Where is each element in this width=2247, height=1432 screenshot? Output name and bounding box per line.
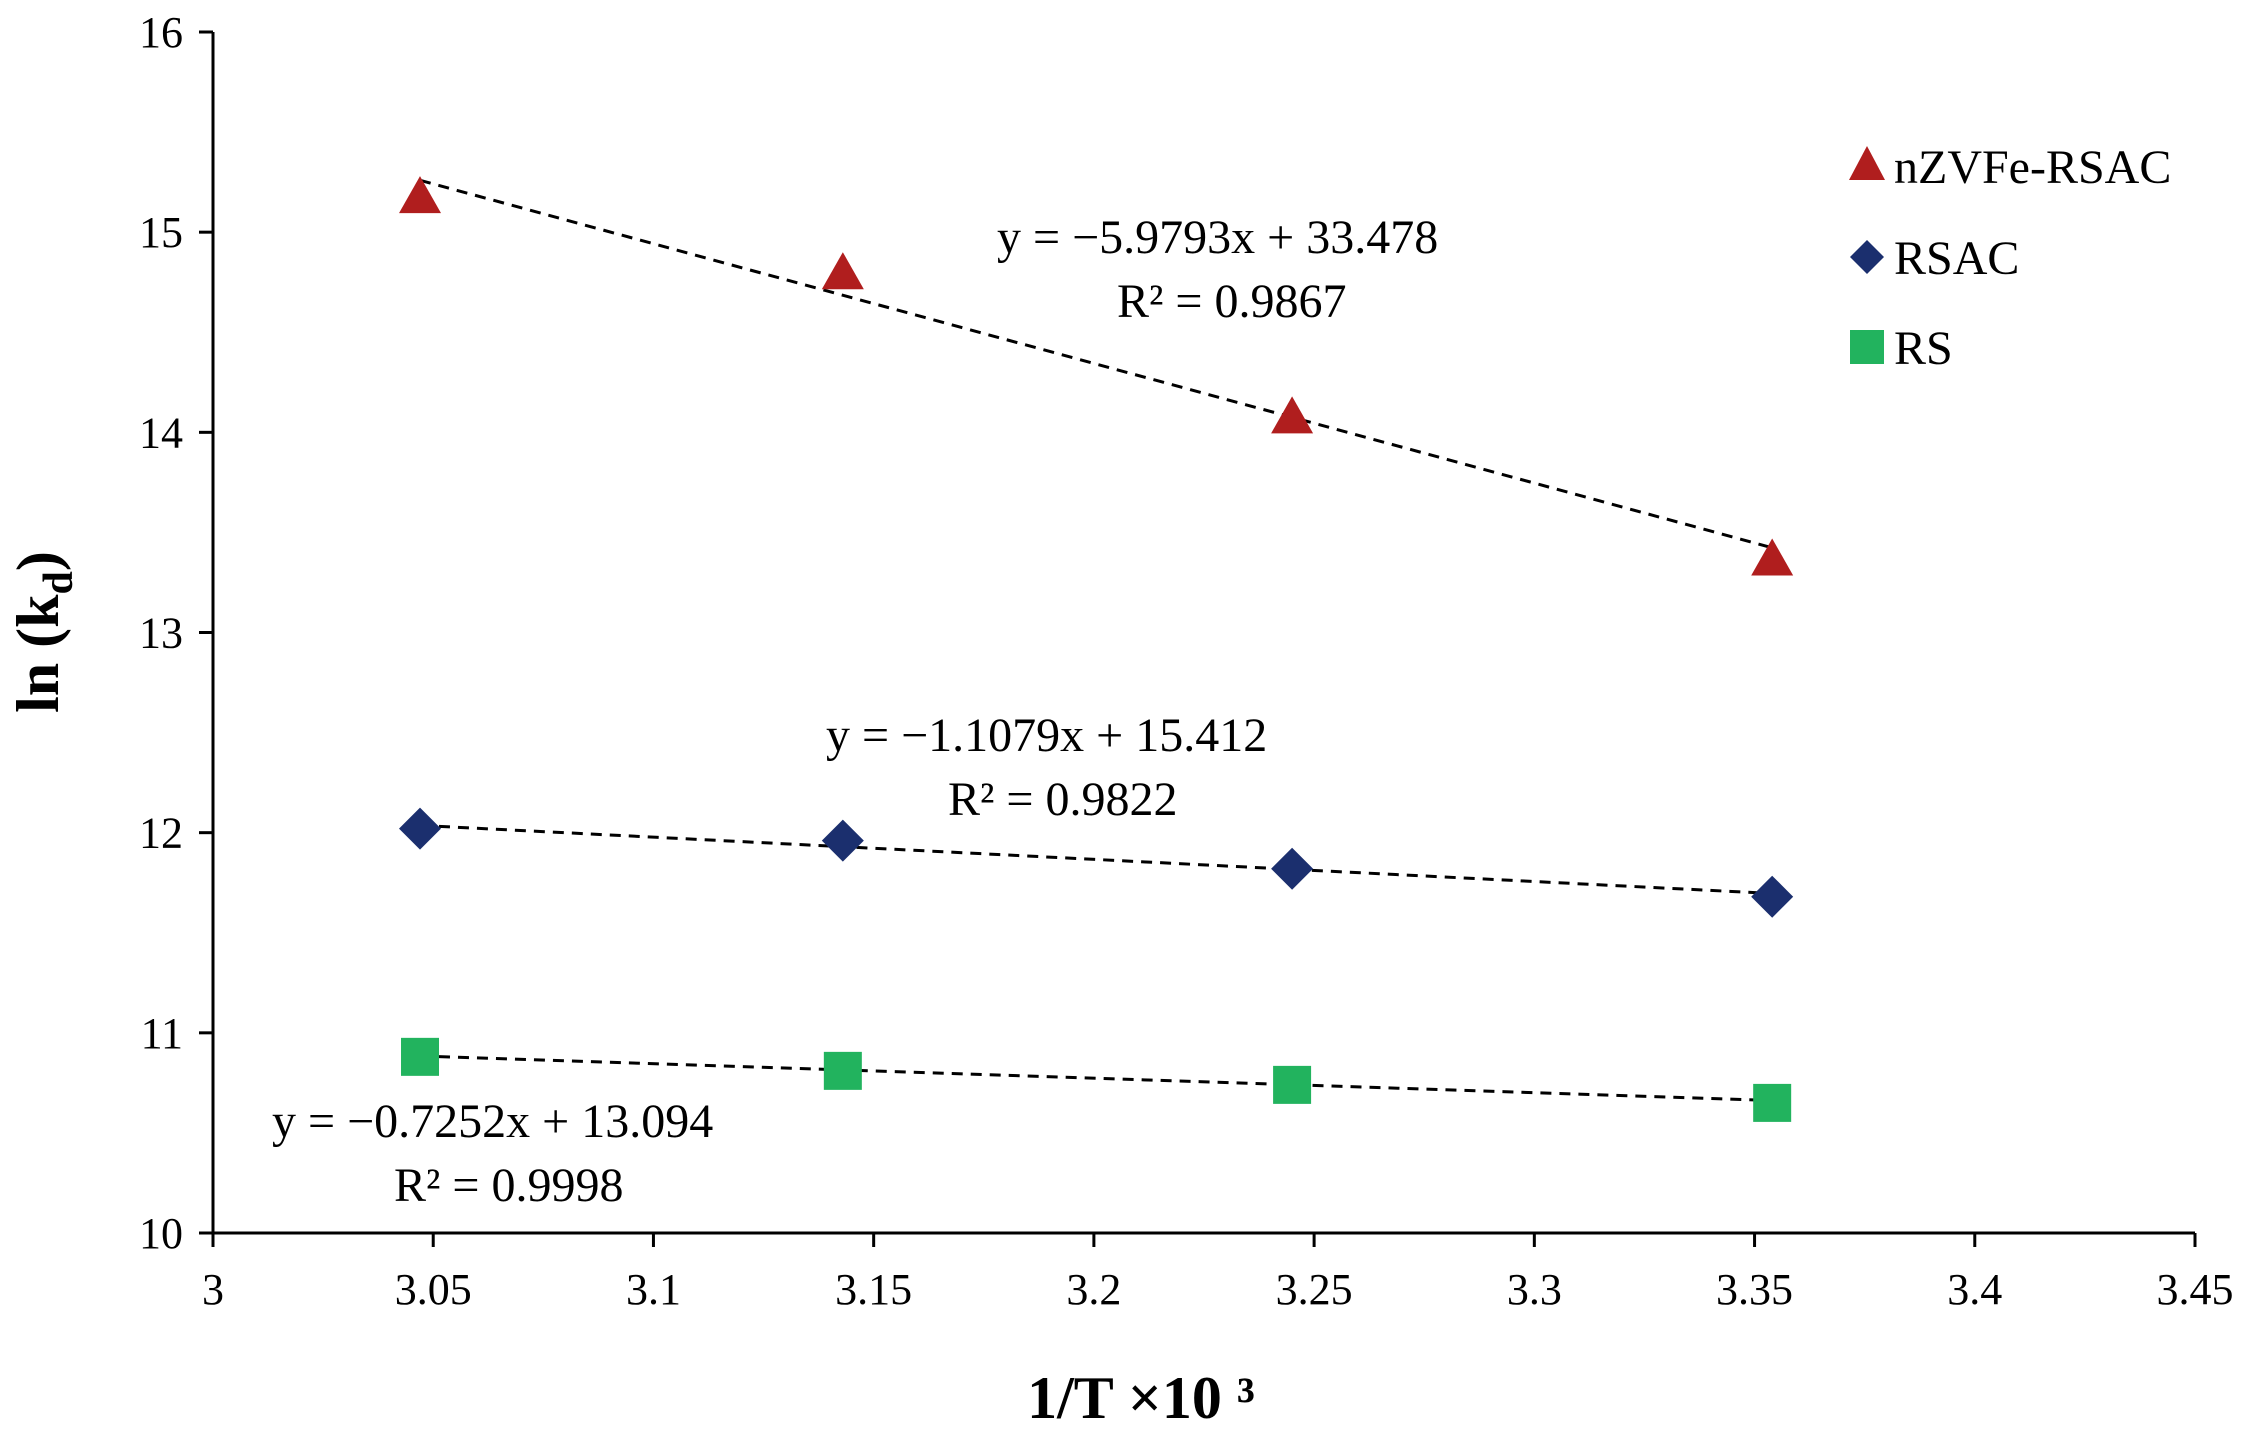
- y-ticks: 10 11 12 13 14 15 16: [139, 8, 213, 1258]
- data-point-nzvfe-rsac: [399, 176, 442, 214]
- rs-equation: y = −0.7252x + 13.094: [272, 1095, 713, 1148]
- y-tick-label: 12: [139, 809, 183, 858]
- y-tick-label: 13: [139, 609, 183, 658]
- data-point-rs: [401, 1037, 440, 1076]
- y-axis-title-subscript: d: [36, 571, 82, 594]
- nzvfe-rsac-r2: R² = 0.9867: [1117, 275, 1346, 328]
- rs-r2: R² = 0.9998: [394, 1159, 623, 1212]
- rsac-equation: y = −1.1079x + 15.412: [826, 709, 1267, 762]
- data-point-nzvfe-rsac: [1751, 538, 1794, 576]
- data-point-rsac: [1751, 875, 1794, 918]
- x-tick-label: 3.45: [2157, 1265, 2234, 1314]
- legend-square-icon: [1850, 330, 1884, 364]
- legend-diamond-icon: [1850, 240, 1884, 274]
- x-tick-label: 3.05: [395, 1265, 472, 1314]
- data-point-rs: [1753, 1083, 1792, 1122]
- trendlines: [419, 178, 1773, 1103]
- x-tick-label: 3.35: [1716, 1265, 1793, 1314]
- data-point-rsac: [821, 819, 864, 862]
- legend-triangle-icon: [1849, 146, 1885, 180]
- y-axis-title-close: ): [5, 551, 71, 571]
- x-tick-label: 3.3: [1507, 1265, 1562, 1314]
- data-point-rs: [823, 1051, 862, 1090]
- x-tick-label: 3.15: [835, 1265, 912, 1314]
- x-tick-label: 3.25: [1276, 1265, 1353, 1314]
- data-point-rsac: [1271, 847, 1314, 890]
- trendline-annotations: y = −5.9793x + 33.478 R² = 0.9867 y = −1…: [272, 211, 1438, 1212]
- legend: nZVFe-RSAC RSAC RS: [1849, 141, 2171, 375]
- y-tick-label: 10: [139, 1209, 183, 1258]
- nzvfe-rsac-equation: y = −5.9793x + 33.478: [997, 211, 1438, 264]
- data-point-nzvfe-rsac: [1271, 396, 1314, 434]
- x-tick-label: 3.1: [626, 1265, 681, 1314]
- y-tick-label: 16: [139, 8, 183, 57]
- legend-label-nzvfe-rsac: nZVFe-RSAC: [1894, 141, 2171, 194]
- data-point-rsac: [399, 807, 442, 850]
- y-tick-label: 15: [139, 208, 183, 257]
- y-axis-title: ln (kd): [5, 551, 82, 713]
- y-tick-label: 14: [139, 408, 183, 457]
- x-tick-label: 3.2: [1066, 1265, 1121, 1314]
- trendline-rs: [419, 1054, 1773, 1103]
- trendline-nzvfe-rsac: [419, 178, 1773, 550]
- trendline-rsac: [419, 823, 1773, 895]
- legend-label-rs: RS: [1894, 322, 1953, 375]
- data-point-rs: [1273, 1065, 1312, 1104]
- x-tick-label: 3.4: [1947, 1265, 2002, 1314]
- data-points: [399, 176, 1794, 1122]
- legend-label-rsac: RSAC: [1894, 232, 2019, 285]
- y-axis-title-main: ln (k: [5, 594, 71, 713]
- y-tick-label: 11: [141, 1009, 183, 1058]
- data-point-nzvfe-rsac: [821, 252, 864, 290]
- x-tick-label: 3: [202, 1265, 224, 1314]
- x-ticks: 3 3.05 3.1 3.15 3.2 3.25 3.3 3.35 3.4 3.45: [202, 1233, 2234, 1314]
- x-axis-title: 1/T ×10 ³: [1027, 1365, 1255, 1431]
- rsac-r2: R² = 0.9822: [948, 773, 1177, 826]
